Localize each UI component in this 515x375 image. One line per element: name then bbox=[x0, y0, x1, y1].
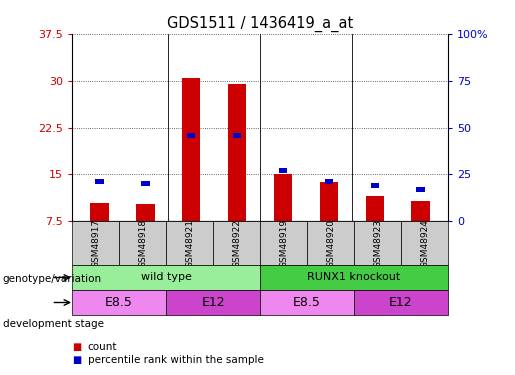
Bar bbox=[260, 290, 354, 315]
Bar bbox=[320, 182, 338, 221]
Text: ■: ■ bbox=[72, 342, 81, 352]
Bar bbox=[274, 174, 292, 221]
Bar bbox=[166, 290, 260, 315]
Text: GSM48924: GSM48924 bbox=[420, 219, 429, 268]
Bar bbox=[141, 181, 149, 186]
Bar bbox=[307, 221, 354, 265]
Text: RUNX1 knockout: RUNX1 knockout bbox=[307, 273, 401, 282]
Text: GSM48920: GSM48920 bbox=[326, 219, 335, 268]
Text: GSM48919: GSM48919 bbox=[279, 219, 288, 268]
Bar bbox=[136, 204, 154, 221]
Bar bbox=[260, 265, 448, 290]
Bar bbox=[260, 221, 307, 265]
Bar bbox=[187, 132, 195, 138]
Text: GSM48921: GSM48921 bbox=[185, 219, 194, 268]
Bar bbox=[279, 168, 287, 173]
Text: GSM48922: GSM48922 bbox=[232, 219, 241, 268]
Text: GSM48923: GSM48923 bbox=[373, 219, 382, 268]
Text: genotype/variation: genotype/variation bbox=[3, 274, 101, 284]
Text: count: count bbox=[88, 342, 117, 352]
Bar bbox=[371, 183, 379, 188]
Text: GSM48918: GSM48918 bbox=[138, 219, 147, 268]
Bar bbox=[233, 132, 241, 138]
Bar bbox=[417, 187, 425, 192]
Bar bbox=[366, 196, 384, 221]
Bar bbox=[354, 290, 448, 315]
Text: percentile rank within the sample: percentile rank within the sample bbox=[88, 355, 264, 365]
Bar bbox=[72, 290, 166, 315]
Bar bbox=[401, 221, 448, 265]
Text: E8.5: E8.5 bbox=[293, 296, 321, 309]
Bar bbox=[354, 221, 401, 265]
Bar bbox=[72, 265, 260, 290]
Text: GSM48917: GSM48917 bbox=[91, 219, 100, 268]
Bar bbox=[228, 84, 246, 221]
Text: development stage: development stage bbox=[3, 320, 104, 329]
Bar bbox=[95, 179, 104, 184]
Bar bbox=[166, 221, 213, 265]
Bar bbox=[411, 201, 430, 221]
Text: E8.5: E8.5 bbox=[105, 296, 133, 309]
Bar bbox=[72, 221, 119, 265]
Text: E12: E12 bbox=[389, 296, 413, 309]
Text: wild type: wild type bbox=[141, 273, 192, 282]
Text: ■: ■ bbox=[72, 355, 81, 365]
Bar bbox=[325, 179, 333, 184]
Text: E12: E12 bbox=[201, 296, 225, 309]
Bar bbox=[182, 78, 200, 221]
Bar bbox=[91, 202, 109, 221]
Bar bbox=[119, 221, 166, 265]
Title: GDS1511 / 1436419_a_at: GDS1511 / 1436419_a_at bbox=[167, 16, 353, 32]
Bar bbox=[213, 221, 260, 265]
